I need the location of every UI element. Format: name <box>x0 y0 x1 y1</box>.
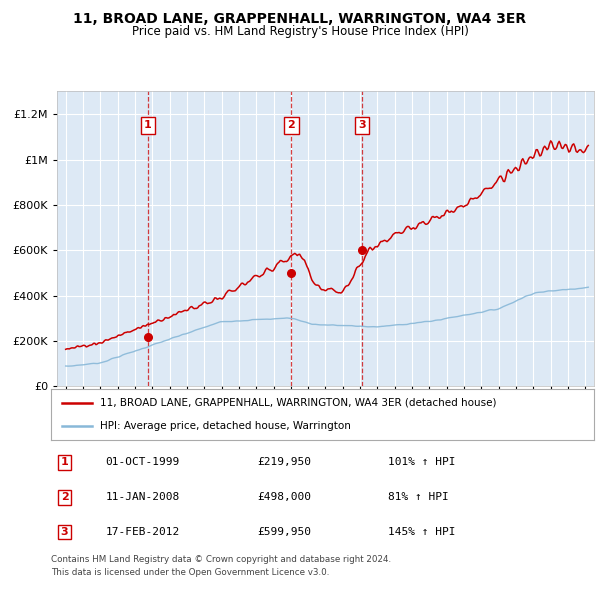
Text: 01-OCT-1999: 01-OCT-1999 <box>106 457 179 467</box>
Text: This data is licensed under the Open Government Licence v3.0.: This data is licensed under the Open Gov… <box>51 568 329 576</box>
Text: 11-JAN-2008: 11-JAN-2008 <box>106 492 179 502</box>
Text: 101% ↑ HPI: 101% ↑ HPI <box>388 457 455 467</box>
Text: Price paid vs. HM Land Registry's House Price Index (HPI): Price paid vs. HM Land Registry's House … <box>131 25 469 38</box>
Text: £498,000: £498,000 <box>257 492 311 502</box>
Text: £599,950: £599,950 <box>257 527 311 537</box>
Text: 81% ↑ HPI: 81% ↑ HPI <box>388 492 448 502</box>
Text: £219,950: £219,950 <box>257 457 311 467</box>
Text: 1: 1 <box>144 120 152 130</box>
Text: 11, BROAD LANE, GRAPPENHALL, WARRINGTON, WA4 3ER (detached house): 11, BROAD LANE, GRAPPENHALL, WARRINGTON,… <box>100 398 496 408</box>
Text: 3: 3 <box>61 527 68 537</box>
Text: 2: 2 <box>287 120 295 130</box>
Text: Contains HM Land Registry data © Crown copyright and database right 2024.: Contains HM Land Registry data © Crown c… <box>51 555 391 563</box>
Text: 17-FEB-2012: 17-FEB-2012 <box>106 527 179 537</box>
Text: 3: 3 <box>358 120 366 130</box>
Text: 1: 1 <box>61 457 68 467</box>
Text: 11, BROAD LANE, GRAPPENHALL, WARRINGTON, WA4 3ER: 11, BROAD LANE, GRAPPENHALL, WARRINGTON,… <box>73 12 527 26</box>
Text: 145% ↑ HPI: 145% ↑ HPI <box>388 527 455 537</box>
Text: HPI: Average price, detached house, Warrington: HPI: Average price, detached house, Warr… <box>100 421 351 431</box>
Text: 2: 2 <box>61 492 68 502</box>
